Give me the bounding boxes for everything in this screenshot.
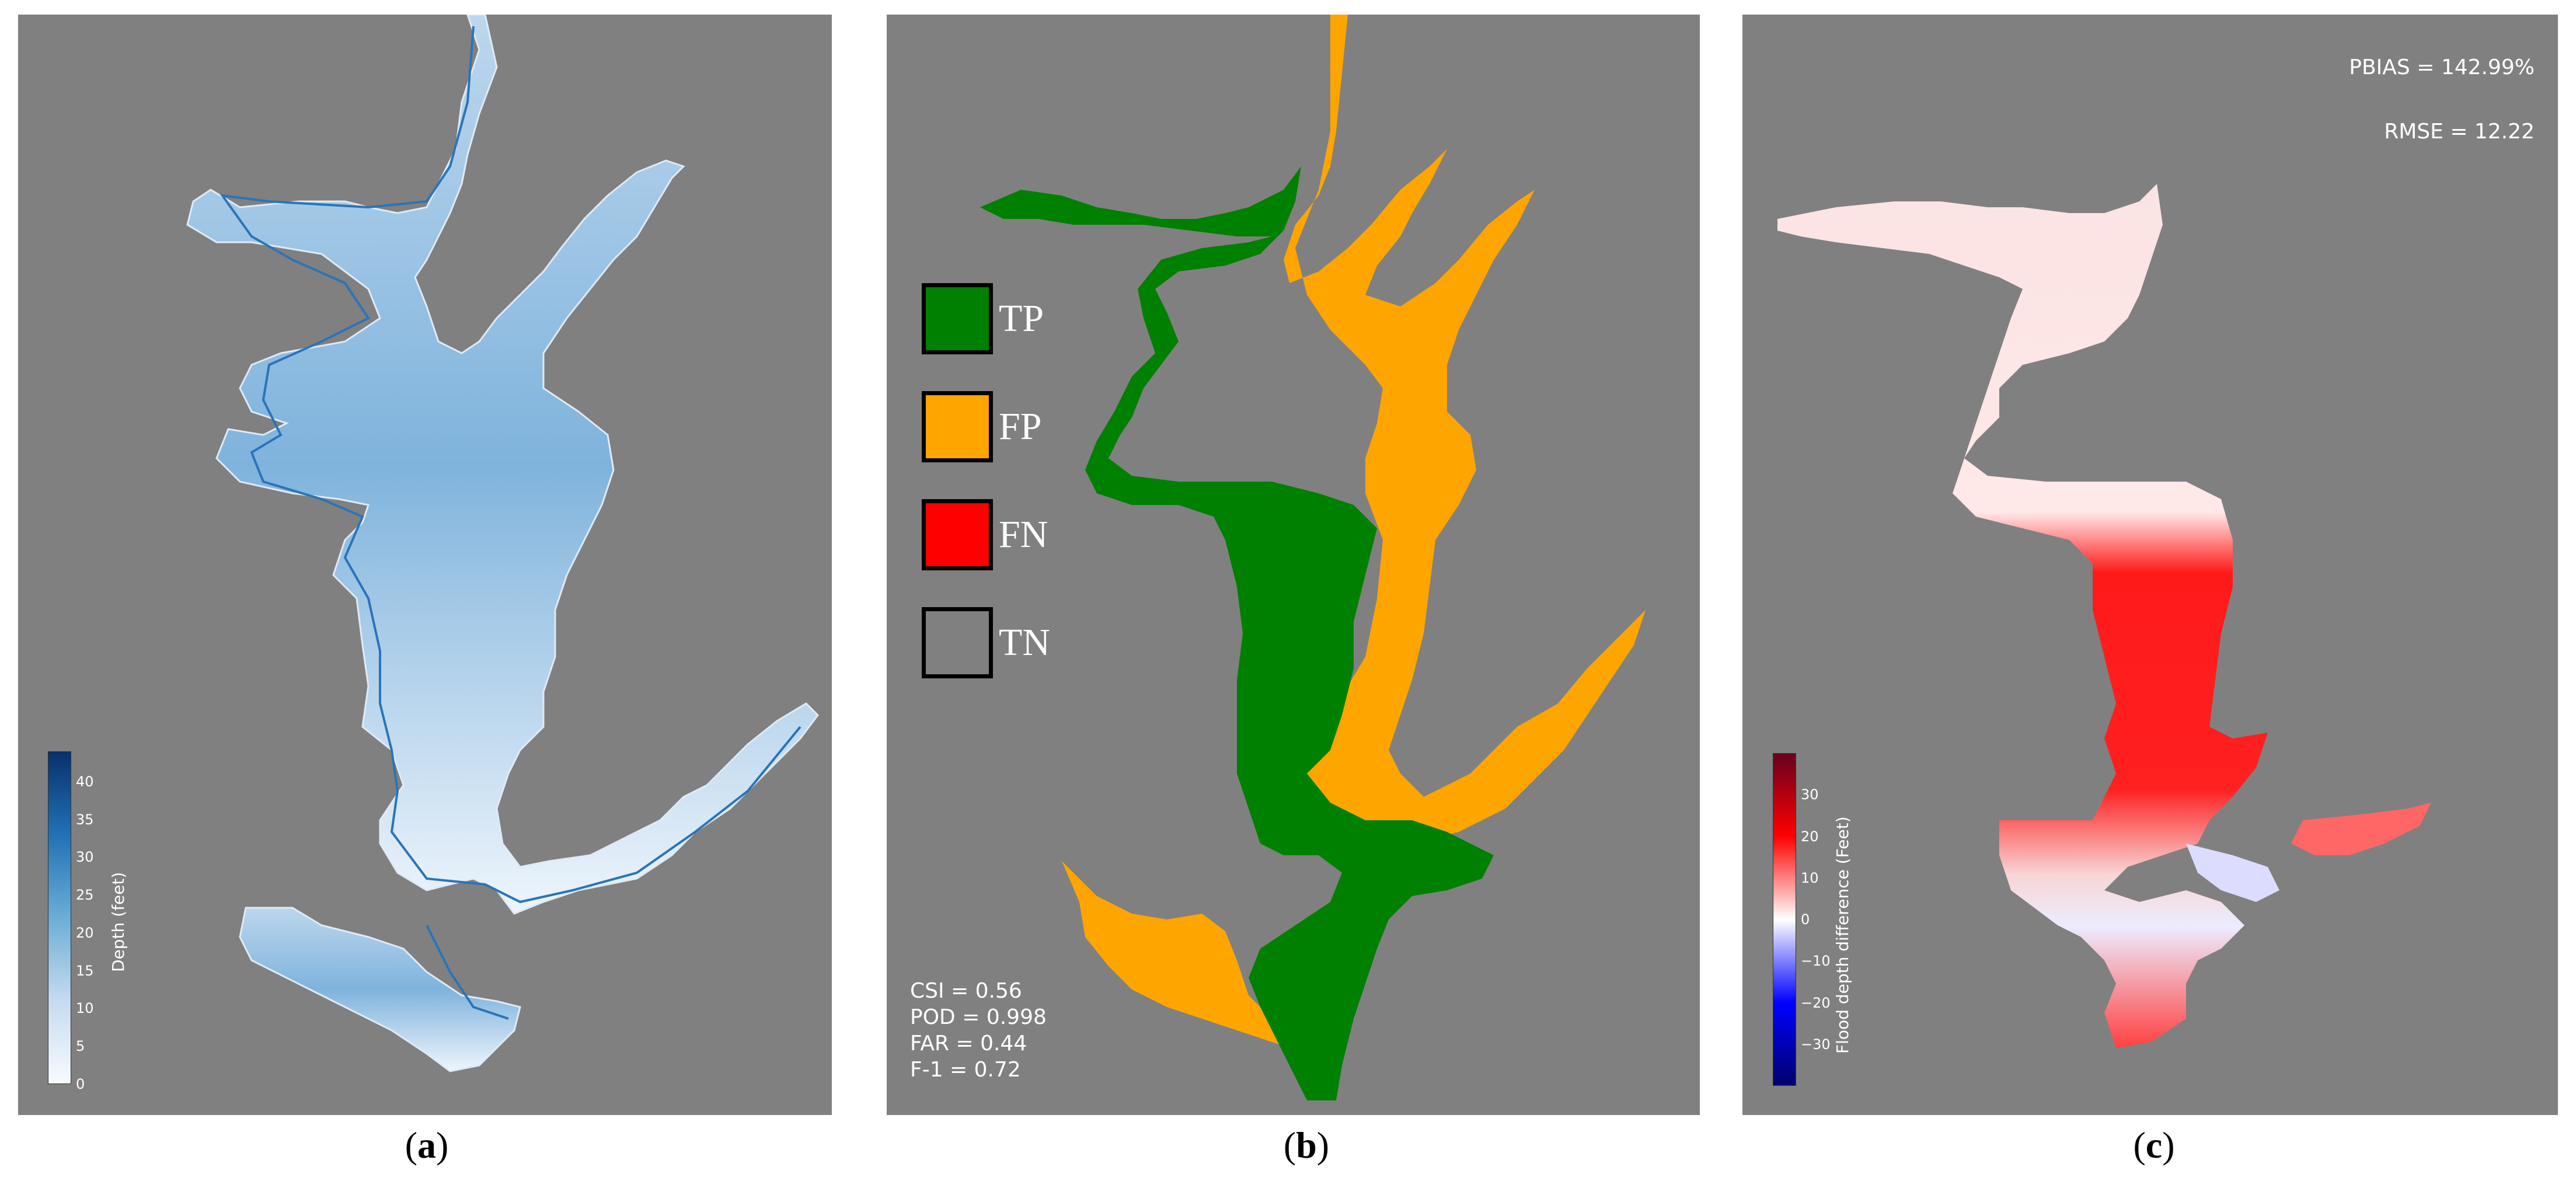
colorbar-tick: 0 [1801, 911, 1810, 928]
colorbar-tick: 35 [76, 811, 94, 828]
legend-label: FP [999, 405, 1042, 448]
reservoir-depth [186, 15, 819, 915]
difference-map [1777, 184, 2431, 1048]
legend-swatch [922, 283, 993, 354]
legend-label: TP [999, 297, 1044, 340]
reservoir-depth-south [239, 907, 521, 1072]
contingency-map [980, 15, 1646, 1100]
colorbar-tick: 20 [76, 924, 94, 941]
colorbar-tick: −10 [1801, 953, 1831, 970]
colorbar-tick: −30 [1801, 1036, 1831, 1053]
tp-region [980, 166, 1494, 1100]
depth-map [186, 15, 819, 1072]
colorbar-tick: 30 [76, 849, 94, 866]
legend-label: TN [999, 621, 1050, 664]
stat-pbias: PBIAS = 142.99% [2349, 55, 2535, 79]
metric-csi: CSI = 0.56 [910, 979, 1022, 1003]
colorbar-tick: 10 [76, 1000, 94, 1017]
legend-label: FN [999, 513, 1048, 556]
metrics-block: CSI = 0.56 POD = 0.998 FAR = 0.44 F-1 = … [910, 978, 1047, 1083]
caption-a: (a) [405, 1124, 449, 1166]
legend-item-fn: FN [922, 499, 1048, 570]
colorbar-tick: −20 [1801, 994, 1831, 1011]
colorbar-tick: 5 [76, 1038, 85, 1055]
difference-east-arm [2291, 803, 2431, 855]
caption-b: (b) [1283, 1124, 1330, 1166]
difference-colorbar-label: Flood depth difference (Feet) [1833, 816, 1852, 1054]
depth-colorbar-label: Depth (feet) [109, 872, 128, 972]
legend-swatch [922, 499, 993, 570]
colorbar-tick: 20 [1801, 828, 1819, 845]
legend-item-tn: TN [922, 607, 1050, 678]
colorbar-tick: 15 [76, 962, 94, 979]
legend-swatch [922, 391, 993, 462]
colorbar-tick: 10 [1801, 869, 1819, 886]
panel-b-contingency-map: TP FP FN TN CSI = 0.56 POD = 0.998 FAR = 0.… [887, 15, 1700, 1115]
colorbar-tick: 30 [1801, 786, 1819, 803]
fp-region [1284, 15, 1646, 844]
stat-rmse: RMSE = 12.22 [2384, 120, 2535, 144]
colorbar-tick: 0 [76, 1076, 85, 1092]
legend-swatch [922, 607, 993, 678]
legend-item-fp: FP [922, 391, 1041, 462]
colorbar-tick: 40 [76, 773, 94, 790]
panel-a-depth-map: 0 5 10 15 20 25 30 35 40 Depth (feet) [18, 15, 832, 1115]
fp-region-south [1062, 861, 1307, 1054]
legend-item-tp: TP [922, 283, 1044, 354]
colorbar-tick: 25 [76, 887, 94, 904]
panel-c-difference-map: PBIAS = 142.99% RMSE = 12.22 30 20 10 0 −10 −… [1742, 15, 2558, 1115]
difference-region [1777, 184, 2268, 1048]
river-channel-south [426, 925, 509, 1020]
river-channel [219, 26, 801, 904]
metric-far: FAR = 0.44 [910, 1032, 1027, 1055]
metric-f1: F-1 = 0.72 [910, 1058, 1021, 1082]
difference-colorbar [1773, 753, 1796, 1086]
difference-negative-zone [2186, 844, 2279, 902]
depth-colorbar [48, 751, 71, 1084]
caption-c: (c) [2133, 1124, 2175, 1166]
metric-pod: POD = 0.998 [910, 1005, 1047, 1029]
